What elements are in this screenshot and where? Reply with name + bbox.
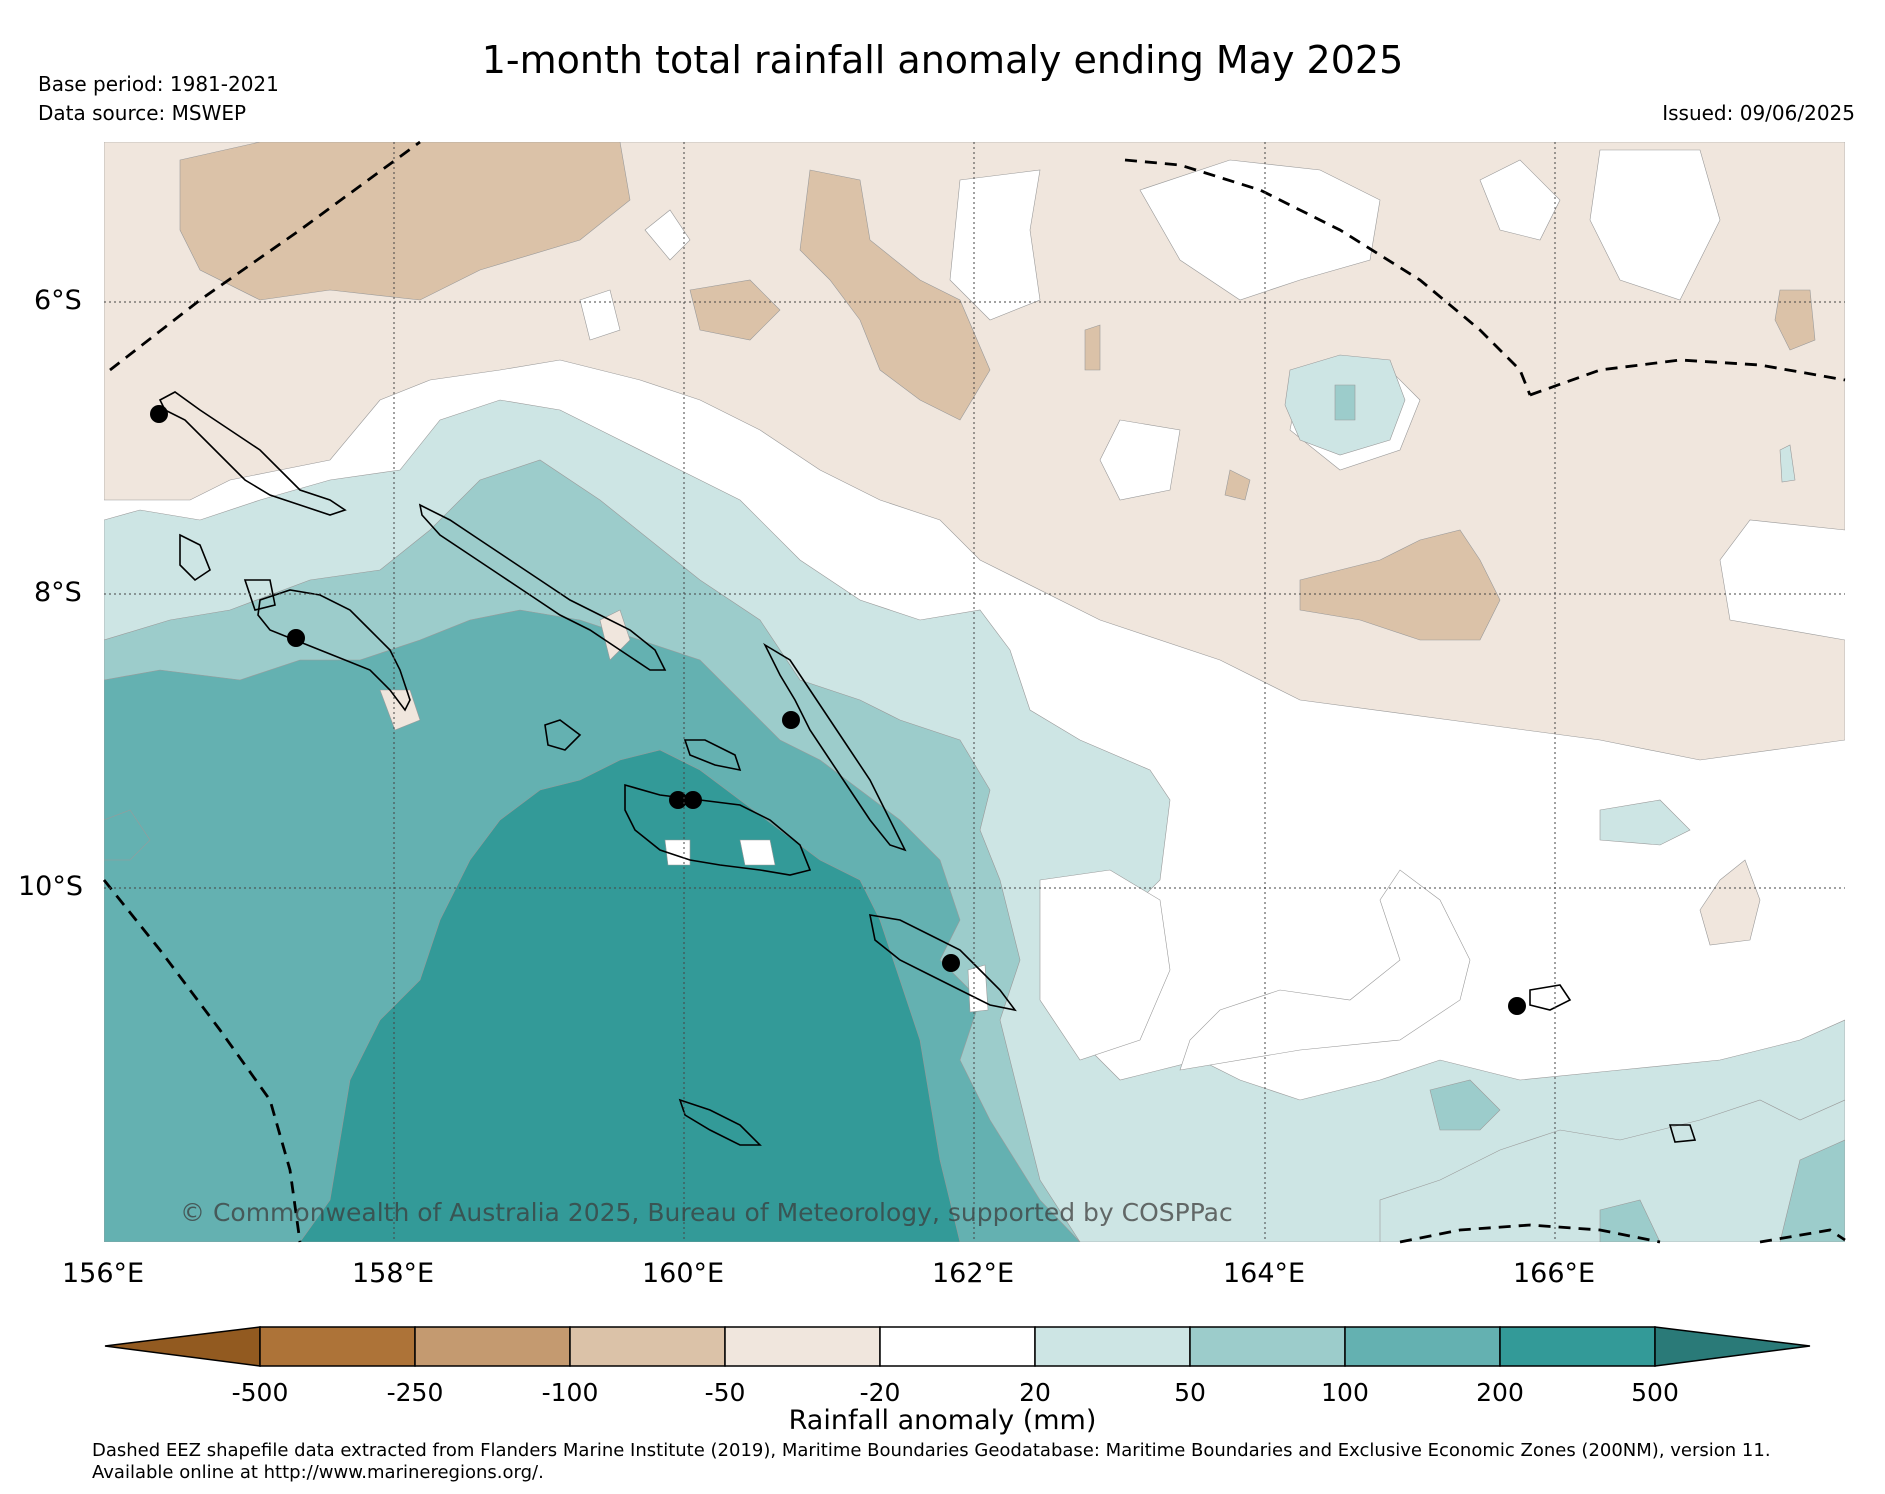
eez-line [109,140,421,372]
colorbar-bin [259,1326,416,1367]
bougainville-coast [158,391,347,516]
colorbar-bin [414,1326,571,1367]
anomaly-band-minus50-minus100 [179,142,631,301]
lat-label: 8°S [34,577,82,608]
copyright-watermark: © Commonwealth of Australia 2025, Bureau… [180,1198,1233,1227]
colorbar-tick: 50 [1174,1378,1206,1407]
issued-date: Issued: 09/06/2025 [1662,101,1855,125]
new-georgia-coast [257,589,411,712]
lon-label: 166°E [1513,1258,1596,1289]
lon-label: 156°E [62,1258,145,1289]
colorbar-tick: -100 [541,1378,599,1407]
lat-label: 10°S [18,871,83,902]
rennell-coast [678,1098,762,1146]
location-dot [150,405,168,423]
location-dot [669,791,687,809]
map-title: 1-month total rainfall anomaly ending Ma… [481,38,1404,82]
colorbar-tick: 20 [1019,1378,1051,1407]
colorbar-tick: 100 [1321,1378,1369,1407]
colorbar-tick: -20 [859,1378,901,1407]
colorbar-bin [569,1326,726,1367]
location-markers [150,405,1526,1015]
location-dot [684,791,702,809]
base-period: Base period: 1981-2021 [38,72,279,96]
makira-coast [868,914,1017,1012]
colorbar-bin [1034,1326,1191,1367]
colorbar-bin [1189,1326,1346,1367]
eez-line [1399,1223,1661,1244]
colorbar-tick: 200 [1476,1378,1524,1407]
santa-cruz-coast [1529,984,1572,1011]
colorbar-title: Rainfall anomaly (mm) [788,1405,1097,1436]
footnote-line: Available online at http://www.marinereg… [92,1462,544,1483]
data-source: Data source: MSWEP [38,101,247,125]
colorbar-tick: -50 [704,1378,746,1407]
guadalcanal-coast [624,783,812,876]
colorbar-bin [1344,1326,1501,1367]
colorbar-tick: -500 [231,1378,289,1407]
location-dot [1508,997,1526,1015]
colorbar-bin [724,1326,881,1367]
colorbar-bin [1499,1326,1656,1367]
footnote-line: Dashed EEZ shapefile data extracted from… [92,1440,1771,1461]
location-dot [782,711,800,729]
eez-boundaries [102,140,1846,1244]
vanuatu-north-coast [1668,1124,1697,1143]
graticule [104,142,1845,1242]
lat-label: 6°S [34,285,82,316]
colorbar-max-triangle [1654,1326,1811,1367]
colorbar-min-triangle [104,1326,261,1367]
eez-line [1124,158,1532,396]
lon-label: 164°E [1223,1258,1306,1289]
coastlines [158,391,1697,1146]
colorbar [104,1326,1811,1367]
lon-label: 158°E [352,1258,435,1289]
eez-line [1759,1228,1846,1244]
eez-line [1529,358,1846,397]
colorbar-tick: 500 [1631,1378,1679,1407]
malaita-coast [763,642,907,852]
colorbar-bin [879,1326,1036,1367]
lon-label: 162°E [932,1258,1015,1289]
location-dot [287,629,305,647]
location-dot [942,954,960,972]
colorbar-tick: -250 [386,1378,444,1407]
eez-line [102,879,302,1243]
santa-isabel-coast [418,503,667,671]
lon-label: 160°E [642,1258,725,1289]
